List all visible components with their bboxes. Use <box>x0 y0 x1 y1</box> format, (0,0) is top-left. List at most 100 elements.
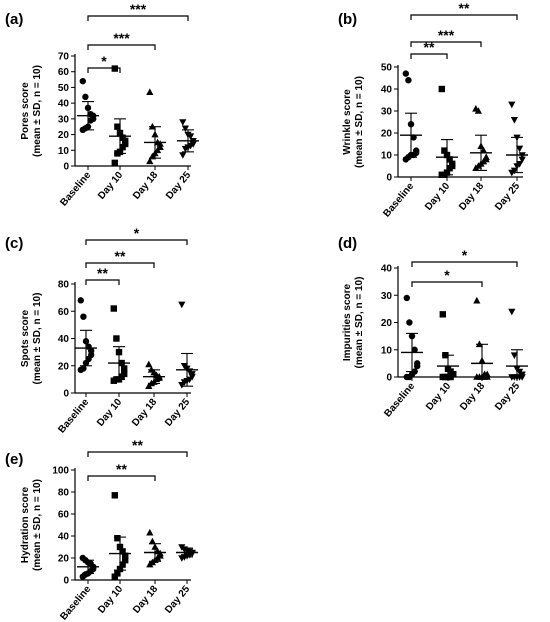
y-tick-label: 20 <box>381 318 393 329</box>
y-tick-label: 20 <box>58 554 70 565</box>
y-tick-label: 10 <box>58 146 70 157</box>
y-axis-label: Wrinkle score <box>342 89 353 155</box>
significance-label: ** <box>97 265 108 281</box>
y-tick-label: 60 <box>58 510 70 521</box>
data-point <box>79 573 87 580</box>
data-point <box>114 535 121 542</box>
y-tick-label: 100 <box>52 466 69 477</box>
panel-b: (b) 0 10 20 30 40 50 Baseline Day 10 Day 18 Day 25… <box>338 0 528 219</box>
data-point <box>77 297 85 304</box>
data-point <box>122 557 129 564</box>
y-tick-label: 70 <box>58 52 70 63</box>
bracket-line <box>411 261 518 267</box>
data-point <box>110 377 117 384</box>
series-baseline <box>400 70 422 163</box>
significance-bracket: *** <box>410 27 482 47</box>
x-tick-label: Baseline <box>58 170 93 209</box>
data-point <box>119 561 126 568</box>
significance-bracket: ** <box>410 39 448 59</box>
y-axis-label: (mean ± SD, n = 10) <box>32 479 43 571</box>
significance-label: *** <box>113 30 130 46</box>
significance-bracket: * <box>411 267 483 287</box>
series-baseline <box>77 77 99 134</box>
data-point <box>508 308 516 316</box>
data-point <box>472 164 480 171</box>
y-tick-label: 10 <box>381 345 393 356</box>
data-point <box>411 346 418 353</box>
x-tick-label: Day 25 <box>163 397 192 429</box>
significance-label: ** <box>115 248 126 264</box>
y-axis-label: (mean ± SD, n = 10) <box>354 76 365 168</box>
data-point <box>146 157 154 165</box>
y-tick-label: 40 <box>58 334 70 345</box>
series-day-25 <box>176 544 198 562</box>
significance-bracket: ** <box>85 248 155 268</box>
data-point <box>114 570 121 577</box>
data-point <box>122 552 129 559</box>
data-point <box>77 366 85 374</box>
y-tick-label: 30 <box>381 107 393 118</box>
y-tick-label: 80 <box>58 280 70 291</box>
significance-label: ** <box>459 0 470 16</box>
significance-bracket: * <box>411 247 518 267</box>
data-point <box>79 77 87 85</box>
y-tick-label: 0 <box>63 162 69 173</box>
y-tick-label: 40 <box>58 99 70 110</box>
bracket-line <box>87 15 189 21</box>
data-point <box>446 165 453 172</box>
y-tick-label: 0 <box>63 576 69 587</box>
y-tick-label: 20 <box>381 129 393 140</box>
data-point <box>518 156 526 164</box>
y-tick-label: 50 <box>381 63 393 74</box>
data-point <box>403 294 410 302</box>
data-point <box>187 133 195 140</box>
y-tick-label: 20 <box>58 361 70 372</box>
data-point <box>402 70 409 77</box>
x-tick-label: Day 18 <box>457 181 486 213</box>
y-axis-label: (mean ± SD, n = 10) <box>32 293 43 385</box>
data-point <box>87 117 94 124</box>
series-day-10 <box>436 85 458 178</box>
y-tick-label: 60 <box>58 307 70 318</box>
bracket-line <box>410 53 448 59</box>
y-tick-label: 0 <box>386 373 392 384</box>
significance-label: ** <box>132 437 143 453</box>
data-point <box>110 305 117 312</box>
y-tick-label: 40 <box>381 85 393 96</box>
panel-label: (b) <box>338 11 357 28</box>
x-tick-label: Day 25 <box>164 170 193 202</box>
bracket-line <box>87 475 156 481</box>
data-point <box>516 145 524 153</box>
y-axis-label: Pores score <box>20 82 31 140</box>
significance-bracket: ** <box>410 0 518 20</box>
y-tick-label: 0 <box>63 389 69 400</box>
bracket-line <box>411 281 483 287</box>
significance-label: *** <box>438 27 455 43</box>
series-day-18 <box>144 528 166 568</box>
data-point <box>405 77 412 84</box>
data-point <box>403 373 410 381</box>
data-point <box>474 107 482 114</box>
bracket-line <box>410 41 482 47</box>
x-tick-label: Day 25 <box>493 181 522 213</box>
series-baseline <box>401 294 423 381</box>
x-tick-label: Baseline <box>381 181 416 220</box>
bracket-line <box>85 279 120 285</box>
x-tick-label: Day 25 <box>493 381 522 413</box>
data-point <box>145 360 153 368</box>
significance-bracket: *** <box>87 1 189 21</box>
y-axis-label: Hydration score <box>20 486 31 563</box>
significance-label: ** <box>424 39 435 55</box>
series-day-18 <box>143 360 165 389</box>
x-tick-label: Day 18 <box>130 397 159 429</box>
bracket-line <box>410 14 518 20</box>
series-day-25 <box>506 308 528 381</box>
data-point <box>402 156 409 163</box>
data-point <box>446 156 453 163</box>
bracket-line <box>87 451 188 457</box>
y-tick-label: 40 <box>381 264 393 275</box>
y-axis-label: (mean ± SD, n = 10) <box>354 277 365 369</box>
panel-e: (e) 0 20 40 60 80 100 Baseline Day 10 Day 18 Day 2… <box>5 437 198 622</box>
significance-label: ** <box>116 461 127 477</box>
